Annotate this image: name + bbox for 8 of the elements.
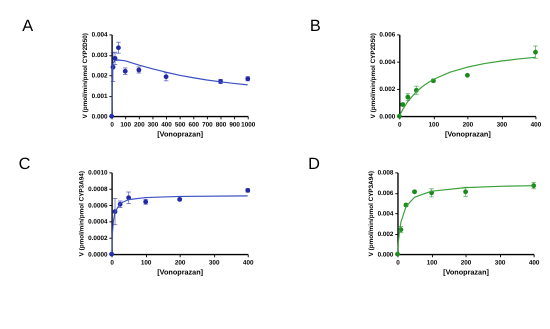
chart-title: A: [22, 16, 34, 35]
chart-title: B: [310, 16, 321, 35]
x-axis-title: [Vonoprazan]: [444, 130, 491, 139]
x-axis-title: [Vonoprazan]: [157, 268, 204, 277]
chart-title: D: [308, 154, 320, 173]
chart-title: C: [18, 154, 31, 173]
x-axis-title: [Vonoprazan]: [443, 268, 489, 277]
x-axis-title: [Vonoprazan]: [157, 130, 204, 139]
